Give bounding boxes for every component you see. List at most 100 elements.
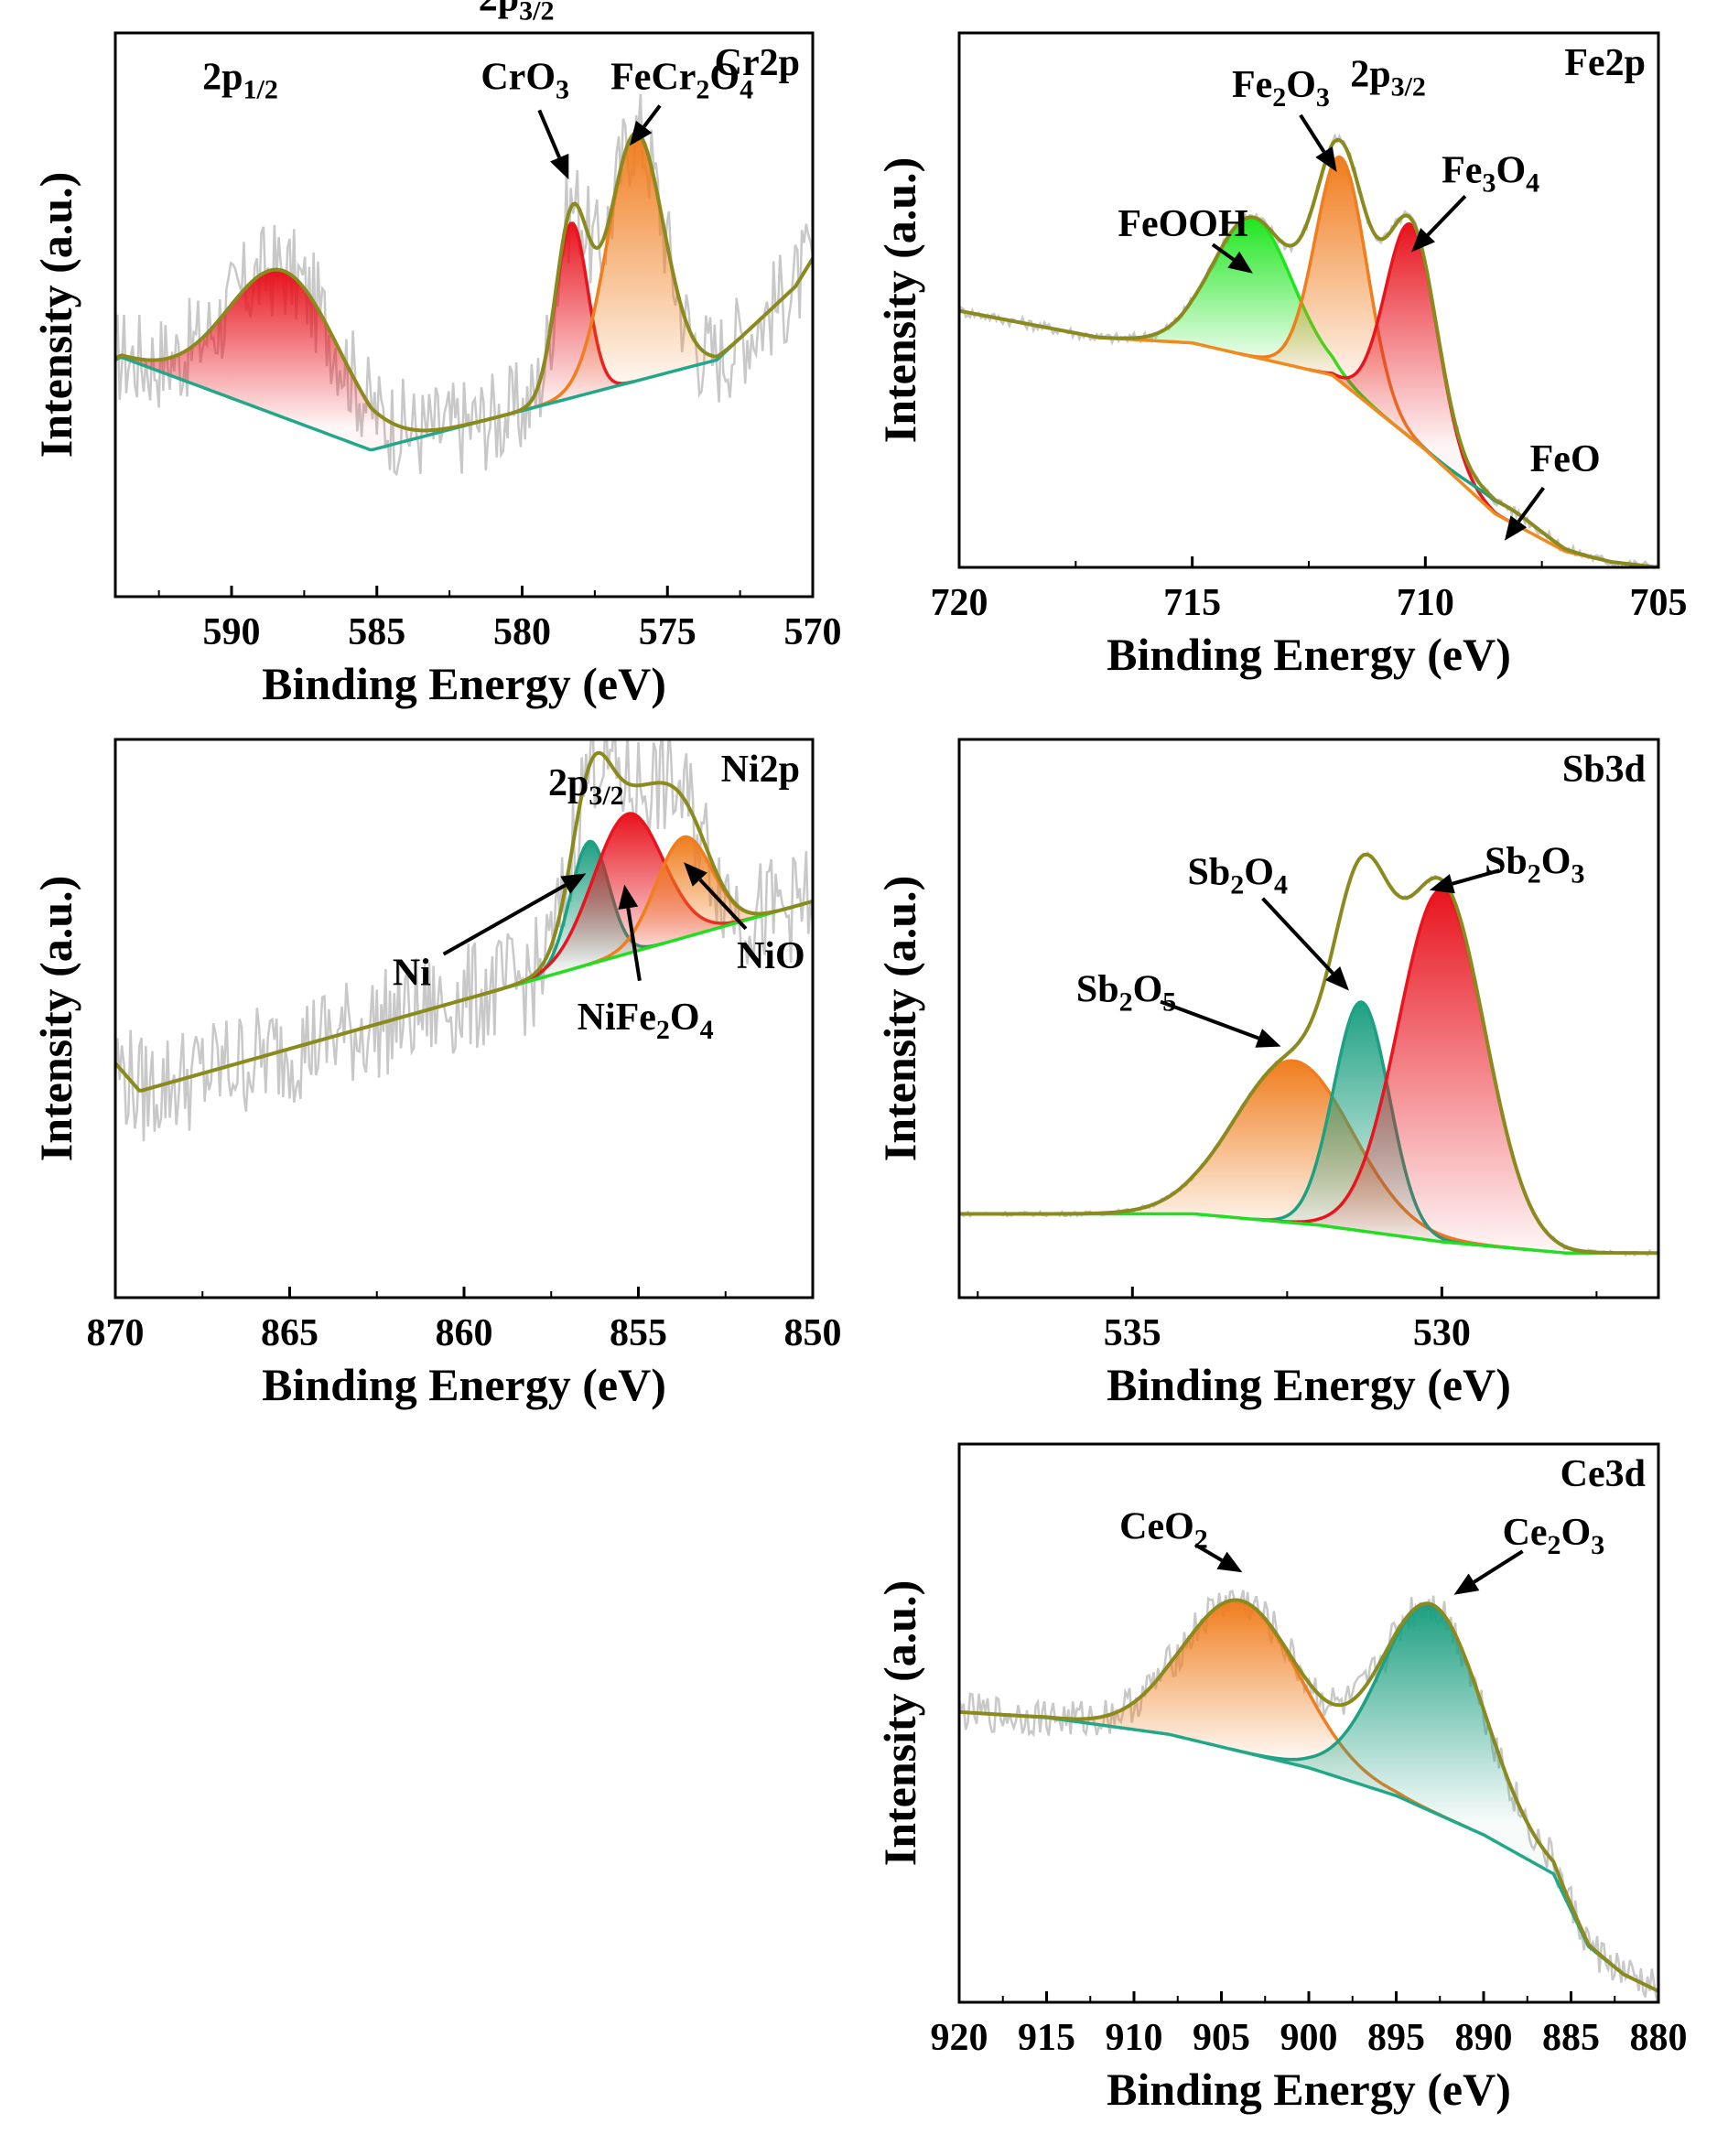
ni2p-annotation-arrow-1 bbox=[442, 883, 567, 956]
ni2p-annotation-1: Ni bbox=[393, 952, 431, 994]
ni2p-envelope-line bbox=[115, 750, 813, 1093]
ce3d-annotation-1: Ce2O3 bbox=[1503, 1512, 1605, 1560]
ce3d-annotation-0: CeO2 bbox=[1119, 1506, 1208, 1555]
ce3d-xtick-label-0: 920 bbox=[931, 2017, 988, 2059]
sb3d-envelope-line bbox=[959, 852, 1658, 1256]
ni2p-annotation-arrowhead-3 bbox=[684, 862, 707, 887]
sb3d-annotation-arrow-0 bbox=[1261, 897, 1334, 975]
cr2p-xtick-label-1: 585 bbox=[348, 611, 405, 653]
panel-fe2p: 720 715 710 705 Binding Energy (eV) Intensity… bbox=[874, 31, 1688, 680]
sb3d-annotation-arrow-1 bbox=[1452, 868, 1500, 886]
cr2p-plot-area bbox=[115, 93, 813, 477]
cr2p-frame bbox=[113, 31, 815, 598]
fe2p-peak-fill-0 bbox=[1095, 217, 1409, 437]
ni2p-xtick-label-2: 860 bbox=[436, 1312, 493, 1354]
ce3d-title: Ce3d bbox=[1560, 1453, 1646, 1495]
cr2p-annotation-arrow-3 bbox=[643, 104, 662, 128]
fe2p-annotation-2: Fe3O4 bbox=[1442, 150, 1539, 199]
fe2p-annotation-arrow-2 bbox=[1426, 194, 1467, 237]
fe2p-annotation-1: 2p3/2 bbox=[1350, 53, 1426, 102]
ni2p-annotation-arrowhead-2 bbox=[618, 884, 639, 910]
sb3d-annotation-arrowhead-1 bbox=[1429, 874, 1455, 894]
sb3d-annotation-arrow-2 bbox=[1160, 999, 1259, 1040]
cr2p-annotation-1: 2p3/2 bbox=[479, 0, 555, 26]
fe2p-annotation-arrowhead-0 bbox=[1315, 146, 1337, 172]
fe2p-annotation-arrow-0 bbox=[1299, 113, 1326, 153]
sb3d-frame bbox=[957, 738, 1660, 1299]
sb3d-annotation-2: Sb2O5 bbox=[1076, 969, 1176, 1018]
panel-cr2p: 590 585 580 575 570 Binding Energy (eV) Intens… bbox=[30, 0, 842, 709]
fe2p-plot-area bbox=[959, 133, 1658, 567]
ce3d-background-line bbox=[959, 1710, 1658, 1993]
cr2p-annotation-arrowhead-3 bbox=[629, 120, 653, 146]
ce3d-xtick-label-2: 910 bbox=[1106, 2017, 1163, 2059]
ni2p-annotation-2: NiFe2O4 bbox=[578, 997, 714, 1045]
ni2p-annotation-arrow-2 bbox=[626, 907, 642, 982]
ni2p-ylabel: Intensity (a.u.) bbox=[30, 876, 81, 1162]
cr2p-peak-fill-0 bbox=[115, 269, 503, 450]
cr2p-annotation-0: 2p1/2 bbox=[202, 57, 278, 105]
ni2p-title: Ni2p bbox=[721, 749, 800, 791]
cr2p-annotation-arrow-2 bbox=[537, 109, 562, 158]
ni2p-annotation-3: NiO bbox=[737, 935, 805, 977]
ce3d-xtick-label-4: 900 bbox=[1280, 2017, 1338, 2059]
cr2p-title: Cr2p bbox=[715, 42, 800, 84]
fe2p-annotation-arrow-4 bbox=[1517, 486, 1546, 523]
ce3d-ylabel: Intensity (a.u.) bbox=[874, 1580, 925, 1867]
ce3d-peak-fill-1 bbox=[1230, 1604, 1635, 1980]
cr2p-annotation-3: FeCr2O4 bbox=[610, 57, 753, 105]
ni2p-xtick-label-0: 870 bbox=[87, 1312, 145, 1354]
sb3d-annotation-1: Sb2O3 bbox=[1485, 840, 1584, 889]
fe2p-ylabel: Intensity (a.u.) bbox=[874, 157, 925, 444]
ce3d-annotation-arrowhead-1 bbox=[1453, 1573, 1480, 1595]
ce3d-envelope-line bbox=[959, 1598, 1658, 1993]
sb3d-xtick-label-0: 535 bbox=[1104, 1312, 1161, 1354]
panel-sb3d: 535 530 Binding Energy (eV) Intensity (a.u.… bbox=[874, 738, 1660, 1410]
sb3d-peak-fill-1 bbox=[1251, 1001, 1474, 1245]
cr2p-xlabel: Binding Energy (eV) bbox=[262, 658, 666, 709]
fe2p-envelope-line bbox=[959, 137, 1658, 567]
fe2p-xtick-label-2: 710 bbox=[1397, 582, 1454, 624]
sb3d-ylabel: Intensity (a.u.) bbox=[874, 876, 925, 1162]
fe2p-xtick-label-1: 715 bbox=[1163, 582, 1221, 624]
ni2p-annotation-0: 2p3/2 bbox=[548, 762, 624, 811]
sb3d-peak-fill-2 bbox=[1269, 889, 1615, 1254]
cr2p-annotation-2: CrO3 bbox=[481, 57, 569, 105]
ce3d-xtick-label-5: 895 bbox=[1367, 2017, 1425, 2059]
fe2p-xtick-label-3: 705 bbox=[1630, 582, 1688, 624]
cr2p-xtick-label-3: 575 bbox=[639, 611, 697, 653]
ni2p-xtick-label-1: 865 bbox=[261, 1312, 319, 1354]
ce3d-annotation-arrowhead-0 bbox=[1216, 1551, 1243, 1573]
fe2p-xtick-label-0: 720 bbox=[931, 582, 988, 624]
ce3d-xtick-label-1: 915 bbox=[1018, 2017, 1075, 2059]
ce3d-plot-area bbox=[959, 1589, 1658, 2002]
fe2p-annotation-4: FeO bbox=[1530, 438, 1601, 480]
ni2p-xtick-label-3: 855 bbox=[610, 1312, 667, 1354]
cr2p-ylabel: Intensity (a.u.) bbox=[30, 172, 81, 458]
fe2p-xlabel: Binding Energy (eV) bbox=[1107, 629, 1511, 680]
ce3d-xtick-label-6: 890 bbox=[1455, 2017, 1513, 2059]
fe2p-peak-fill-2 bbox=[1309, 223, 1513, 523]
sb3d-xlabel: Binding Energy (eV) bbox=[1107, 1359, 1511, 1410]
panel-ce3d: 920 915 910 905 900 895 890 885 880 Binding Energ… bbox=[874, 1442, 1688, 2115]
ce3d-annotation-arrow-1 bbox=[1473, 1549, 1524, 1584]
sb3d-annotation-0: Sb2O4 bbox=[1188, 852, 1288, 900]
ni2p-xtick-label-4: 850 bbox=[784, 1312, 842, 1354]
ce3d-raw-spectrum bbox=[959, 1589, 1658, 2002]
fe2p-annotation-3: FeOOH bbox=[1118, 203, 1247, 245]
sb3d-xtick-label-1: 530 bbox=[1413, 1312, 1471, 1354]
ni2p-xlabel: Binding Energy (eV) bbox=[262, 1359, 666, 1410]
cr2p-peak-fill-2 bbox=[524, 133, 746, 410]
ce3d-xtick-label-3: 905 bbox=[1193, 2017, 1250, 2059]
ce3d-xlabel: Binding Energy (eV) bbox=[1107, 2064, 1511, 2115]
ni2p-plot-area bbox=[115, 739, 813, 1142]
sb3d-annotation-arrowhead-0 bbox=[1325, 966, 1349, 991]
ni2p-peak-fill-2 bbox=[573, 836, 795, 969]
sb3d-plot-area bbox=[959, 850, 1658, 1257]
ce3d-annotation-arrow-0 bbox=[1193, 1543, 1224, 1562]
fe2p-peak-line-2 bbox=[1308, 221, 1513, 524]
fe2p-title: Fe2p bbox=[1564, 42, 1646, 84]
fe2p-annotation-arrowhead-4 bbox=[1504, 515, 1528, 541]
cr2p-xtick-label-0: 590 bbox=[203, 611, 261, 653]
